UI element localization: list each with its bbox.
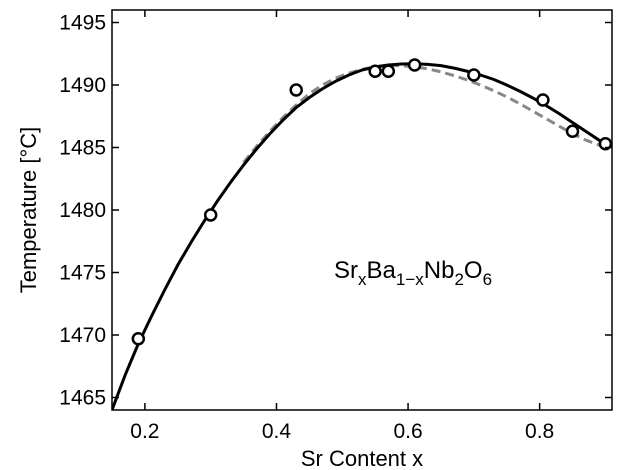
- y-tick-label: 1470: [59, 324, 106, 347]
- formula-text: Ba: [367, 257, 397, 284]
- formula-text: Sr: [334, 257, 358, 284]
- x-tick-label: 0.6: [393, 420, 422, 443]
- plot-marks: [112, 58, 613, 410]
- formula-subscript: 1−x: [396, 270, 424, 289]
- y-tick-label: 1490: [59, 74, 106, 97]
- data-point: [289, 83, 303, 97]
- fit-curve-solid: [112, 62, 607, 410]
- formula-subscript: 6: [483, 270, 492, 289]
- x-tick-label: 0.2: [130, 420, 159, 443]
- data-point: [203, 208, 218, 222]
- data-point: [368, 64, 382, 78]
- data-point: [467, 68, 481, 82]
- formula-subscript: x: [358, 270, 367, 289]
- y-tick-label: 1485: [59, 137, 106, 160]
- y-tick-label: 1495: [59, 12, 106, 35]
- tick-labels: 0.2 0.4 0.6 0.8 1465 1470 1475 1480 1485 1490 1495: [59, 12, 554, 444]
- fit-curve-dashed: [242, 64, 606, 164]
- x-tick-label: 0.8: [525, 420, 554, 443]
- formula-text: O: [464, 257, 483, 284]
- data-point: [565, 124, 580, 138]
- formula-text: Nb: [424, 257, 455, 284]
- data-point: [536, 93, 550, 107]
- data-point: [407, 58, 422, 72]
- y-tick-label: 1475: [59, 262, 106, 285]
- x-axis-label: Sr Content x: [301, 446, 423, 470]
- y-tick-label: 1465: [59, 387, 106, 410]
- axis-ticks: [112, 10, 612, 410]
- formula-subscript: 2: [454, 270, 463, 289]
- x-tick-label: 0.4: [262, 420, 292, 443]
- y-axis-label: Temperature [°C]: [16, 127, 41, 294]
- y-tick-label: 1480: [59, 199, 106, 222]
- data-point: [598, 137, 613, 151]
- data-point: [131, 332, 146, 346]
- data-point: [381, 64, 396, 78]
- formula-annotation: SrxBa1−xNb2O6: [334, 257, 492, 289]
